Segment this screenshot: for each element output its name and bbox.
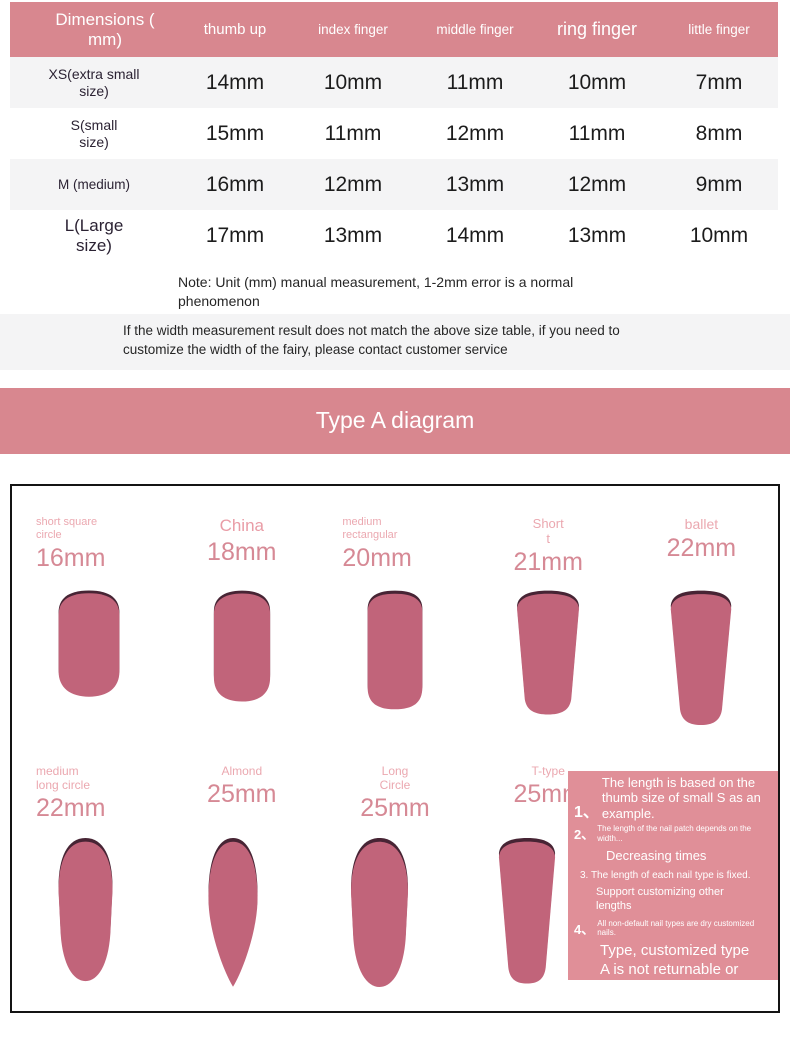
nail-size: 25mm	[360, 793, 430, 822]
nail-shape-almond-icon	[208, 837, 258, 987]
nail-name: China	[219, 515, 264, 535]
cell-value: 10mm	[689, 223, 749, 247]
nail-size: 22mm	[666, 534, 737, 563]
row-label: XS(extra small size)	[48, 66, 140, 99]
cell-value: 15mm	[205, 121, 265, 145]
nail-name: Short t	[532, 515, 564, 546]
size-table-header-row: Dimensions ( mm) thumb up index finger m…	[10, 2, 778, 57]
nail-label-almond: Almond 25mm	[165, 764, 318, 823]
info-item-text: The length is based on the thumb size of…	[601, 774, 761, 822]
nail-label-ballet: ballet 22mm	[625, 516, 778, 578]
cell-value: 13mm	[567, 223, 627, 247]
header-cell-middle-finger: middle finger	[436, 21, 514, 37]
cell-value: 17mm	[205, 223, 265, 247]
table-row-m: M (medium) 16mm 12mm 13mm 12mm 9mm	[10, 159, 778, 210]
header-cell-little-finger: little finger	[688, 21, 750, 37]
cell-value: 14mm	[445, 223, 505, 247]
info-item-7: Type, customized type A is not returnabl…	[600, 941, 750, 978]
nail-size: 20mm	[342, 543, 412, 572]
info-item-4: 3. The length of each nail type is fixed…	[580, 870, 751, 882]
cell-value: 11mm	[324, 121, 382, 145]
nail-shape-coffin-icon	[671, 590, 732, 725]
table-row-xs: XS(extra small size) 14mm 10mm 11mm 10mm…	[10, 57, 778, 108]
nail-name: medium long circle	[36, 763, 91, 792]
row-label: S(small size)	[70, 117, 118, 150]
cell-value: 16mm	[205, 172, 265, 196]
nail-name: short square circle	[36, 515, 98, 541]
nail-size: 18mm	[207, 537, 277, 566]
cell-value: 12mm	[323, 172, 383, 196]
cell-value: 12mm	[445, 121, 505, 145]
nail-label-short-t: Short t 21mm	[472, 516, 625, 578]
nail-label-china: China 18mm	[165, 516, 318, 578]
info-item-marker: 4、	[574, 921, 595, 937]
info-item-marker: 1、	[574, 804, 599, 822]
size-table: Dimensions ( mm) thumb up index finger m…	[10, 2, 778, 261]
header-cell-ring-finger: ring finger	[556, 19, 638, 40]
nail-size: 25mm	[207, 779, 277, 808]
type-a-diagram-box: short square circle 16mm China 18mm medi…	[10, 483, 780, 1013]
header-cell-dimensions: Dimensions ( mm)	[55, 9, 155, 49]
cell-value: 14mm	[205, 70, 265, 94]
nail-size: 21mm	[513, 548, 583, 577]
table-row-l: L(Large size) 17mm 13mm 14mm 13mm 10mm	[10, 210, 778, 261]
cell-value: 11mm	[446, 70, 504, 94]
nail-size: 16mm	[36, 543, 106, 572]
table-row-s: S(small size) 15mm 11mm 12mm 11mm 8mm	[10, 108, 778, 159]
nail-shape-rectangular-icon	[367, 590, 423, 709]
nail-name: T-type	[531, 763, 565, 778]
row-label: L(Large size)	[64, 215, 124, 255]
cell-value: 7mm	[695, 70, 743, 94]
header-cell-index-finger: index finger	[318, 21, 388, 37]
nail-shape-squoval-icon	[58, 590, 120, 697]
nail-name: Long Circle	[379, 763, 411, 792]
nail-label-long-circle: Long Circle 25mm	[318, 764, 471, 823]
nail-size: 22mm	[36, 793, 106, 822]
nail-shape-coffin-long-icon	[499, 837, 556, 984]
nail-label-medium-long-circle: medium long circle 22mm	[12, 764, 165, 823]
cell-value: 10mm	[567, 70, 627, 94]
cell-value: 11mm	[568, 121, 626, 145]
nail-shape-coffin-short-icon	[517, 590, 580, 715]
info-item-2: 2、 The length of the nail patch depends …	[574, 824, 770, 843]
diagram-nail-row-1	[12, 590, 778, 727]
info-item-1: 1、 The length is based on the thumb size…	[574, 775, 770, 823]
nail-label-medium-rectangular: medium rectangular 20mm	[318, 516, 471, 578]
cell-value: 8mm	[695, 121, 743, 145]
customize-note-text: If the width measurement result does not…	[0, 313, 790, 370]
unit-note-text: Note: Unit (mm) manual measurement, 1-2m…	[178, 274, 574, 309]
info-item-6: 4、 All non-default nail types are dry cu…	[574, 919, 770, 938]
type-a-banner: Type A diagram	[0, 387, 790, 454]
info-item-text: All non-default nail types are dry custo…	[597, 918, 755, 938]
diagram-nail-row-2	[12, 837, 778, 990]
length-info-box: 1、 The length is based on the thumb size…	[568, 770, 778, 980]
header-cell-thumb: thumb up	[203, 20, 267, 38]
nail-shape-long-oval-icon	[351, 837, 409, 987]
info-item-5: Support customizing other lengths	[596, 886, 724, 912]
nail-shape-oval-icon	[58, 837, 113, 981]
nail-name: ballet	[684, 515, 719, 532]
type-a-banner-title: Type A diagram	[315, 407, 475, 434]
cell-value: 13mm	[323, 223, 383, 247]
nail-name: Almond	[221, 763, 263, 778]
cell-value: 12mm	[567, 172, 627, 196]
nail-shape-rounded-icon	[213, 590, 270, 702]
cell-value: 9mm	[695, 172, 743, 196]
cell-value: 10mm	[323, 70, 383, 94]
nail-name: medium rectangular	[342, 515, 398, 541]
info-item-text: The length of the nail patch depends on …	[597, 824, 752, 843]
cell-value: 13mm	[445, 172, 505, 196]
nail-label-short-square-circle: short square circle 16mm	[12, 516, 165, 578]
info-item-3: Decreasing times	[606, 848, 707, 864]
diagram-label-row-1: short square circle 16mm China 18mm medi…	[12, 516, 778, 578]
row-label: M (medium)	[57, 176, 130, 192]
info-item-marker: 2、	[574, 827, 595, 843]
